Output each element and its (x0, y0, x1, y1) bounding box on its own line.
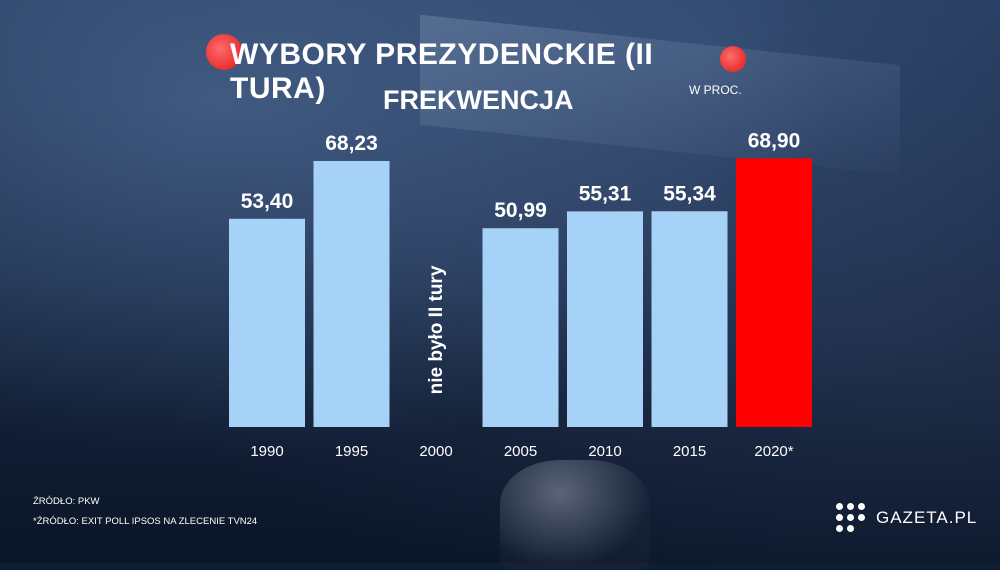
background-photo-cup (500, 460, 650, 570)
chart-header: WYBORY PREZYDENCKIE (II TURA) FREKWENCJA… (0, 0, 1000, 120)
source-note: ŹRÓDŁO: PKW (33, 496, 100, 507)
value-label-1995: 68,23 (325, 132, 378, 155)
bar-2005 (482, 228, 559, 427)
x-tick-label-2020: 2020* (754, 443, 793, 460)
bar-2020 (736, 158, 812, 428)
x-tick-label-2005: 2005 (504, 443, 537, 460)
chart-title: WYBORY PREZYDENCKIE (II TURA) (230, 38, 654, 105)
value-label-2020: 68,90 (748, 129, 801, 152)
x-tick-label-2000: 2000 (419, 443, 452, 460)
bar-1990 (229, 218, 305, 427)
bar-1995 (313, 161, 390, 427)
x-tick-label-2010: 2010 (588, 443, 621, 460)
value-label-1990: 53,40 (241, 190, 294, 213)
gazeta-logo: GAZETA.PL (836, 500, 977, 536)
title-dot-right-icon (720, 46, 746, 72)
chart-unit: W PROC. (689, 83, 742, 97)
bar-2015 (651, 211, 728, 427)
value-label-2010: 55,31 (579, 182, 632, 205)
x-tick-label-1995: 1995 (335, 443, 368, 460)
title-dot-left-icon (206, 34, 242, 70)
dots-logo-icon (836, 503, 866, 533)
logo-text: GAZETA.PL (876, 508, 978, 527)
value-label-2015: 55,34 (663, 182, 716, 205)
source-note-exit-poll: *ŹRÓDŁO: EXIT POLL IPSOS NA ZLECENIE TVN… (33, 516, 258, 527)
value-label-2005: 50,99 (494, 199, 547, 222)
x-tick-label-2015: 2015 (673, 443, 706, 460)
x-tick-label-1990: 1990 (250, 443, 283, 460)
bar-2010 (567, 211, 643, 427)
chart-subtitle: FREKWENCJA (383, 85, 574, 115)
no-second-round-note: nie było II tury (426, 265, 447, 394)
